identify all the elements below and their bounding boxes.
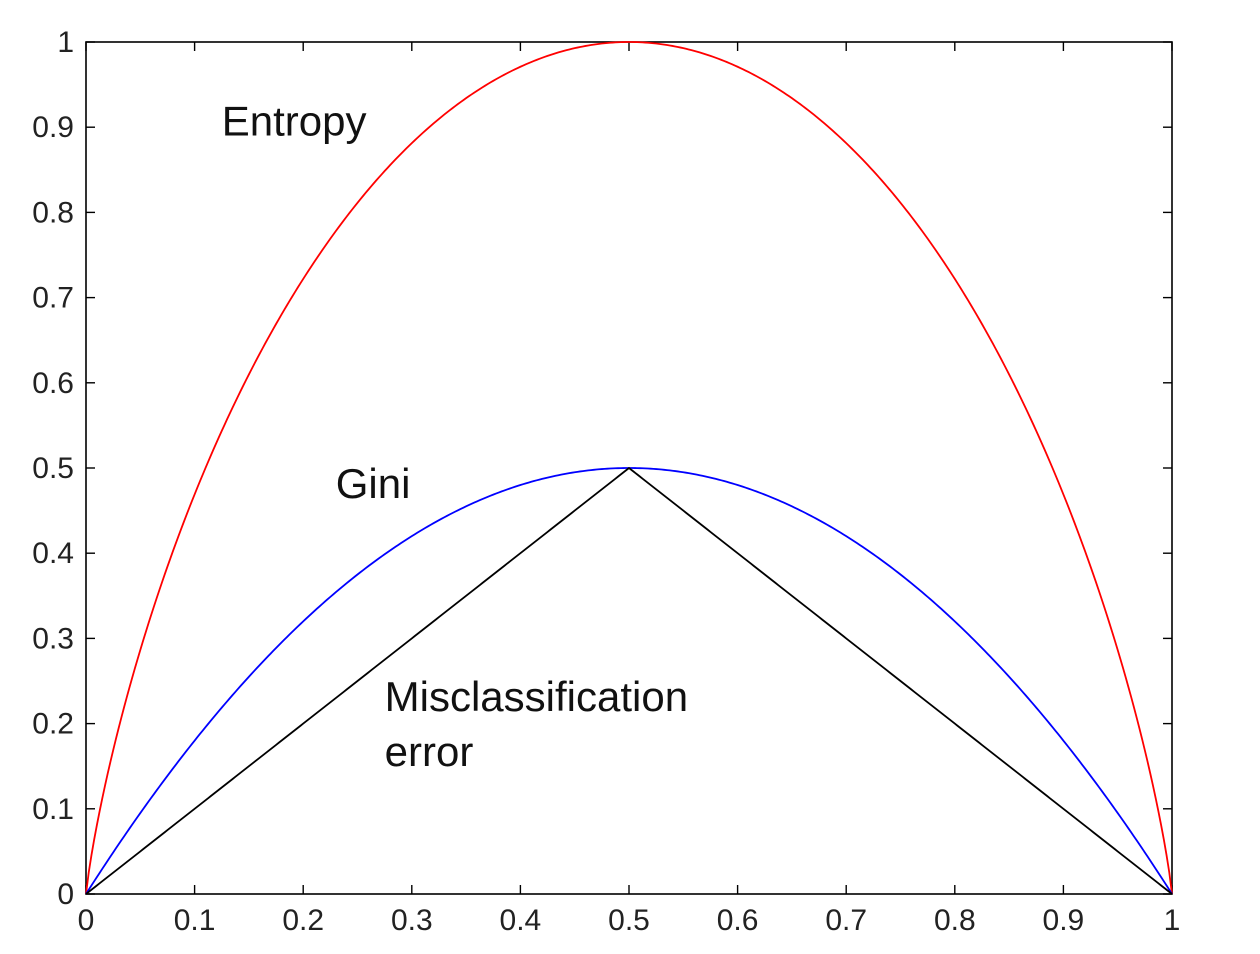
y-tick-label: 0.6 [32, 367, 74, 400]
y-tick-label: 1 [57, 26, 74, 59]
y-tick-labels: 0 0.1 0.2 0.3 0.4 0.5 0.6 0.7 0.8 0.9 1 [32, 26, 74, 911]
y-tick-label: 0.7 [32, 282, 74, 315]
x-tick-label: 0.2 [282, 904, 324, 937]
x-tick-label: 0.6 [717, 904, 759, 937]
x-tick-label: 0.9 [1043, 904, 1085, 937]
y-tick-label: 0 [57, 878, 74, 911]
x-tick-labels: 0 0.1 0.2 0.3 0.4 0.5 0.6 0.7 0.8 0.9 1 [78, 904, 1181, 937]
x-tick-label: 0 [78, 904, 95, 937]
y-tick-label: 0.1 [32, 793, 74, 826]
misclassification-line [85, 467, 1173, 895]
error-label: error [385, 728, 474, 775]
curve-annotations: Entropy Gini Misclassification error [222, 98, 688, 775]
x-tick-label: 0.5 [608, 904, 650, 937]
gini-label: Gini [336, 460, 411, 507]
x-tick-label: 1 [1164, 904, 1181, 937]
misclassification-label: Misclassification [385, 673, 688, 720]
y-tick-label: 0.5 [32, 452, 74, 485]
x-tick-label: 0.7 [825, 904, 867, 937]
y-tick-label: 0.8 [32, 196, 74, 229]
y-tick-label: 0.9 [32, 111, 74, 144]
x-tick-label: 0.4 [500, 904, 542, 937]
series-lines [85, 41, 1173, 895]
y-tick-label: 0.3 [32, 622, 74, 655]
x-tick-label: 0.8 [934, 904, 976, 937]
x-tick-label: 0.3 [391, 904, 433, 937]
y-tick-label: 0.2 [32, 708, 74, 741]
y-tick-label: 0.4 [32, 537, 74, 570]
entropy-label: Entropy [222, 98, 367, 145]
entropy-line [85, 41, 1173, 895]
x-tick-label: 0.1 [174, 904, 216, 937]
